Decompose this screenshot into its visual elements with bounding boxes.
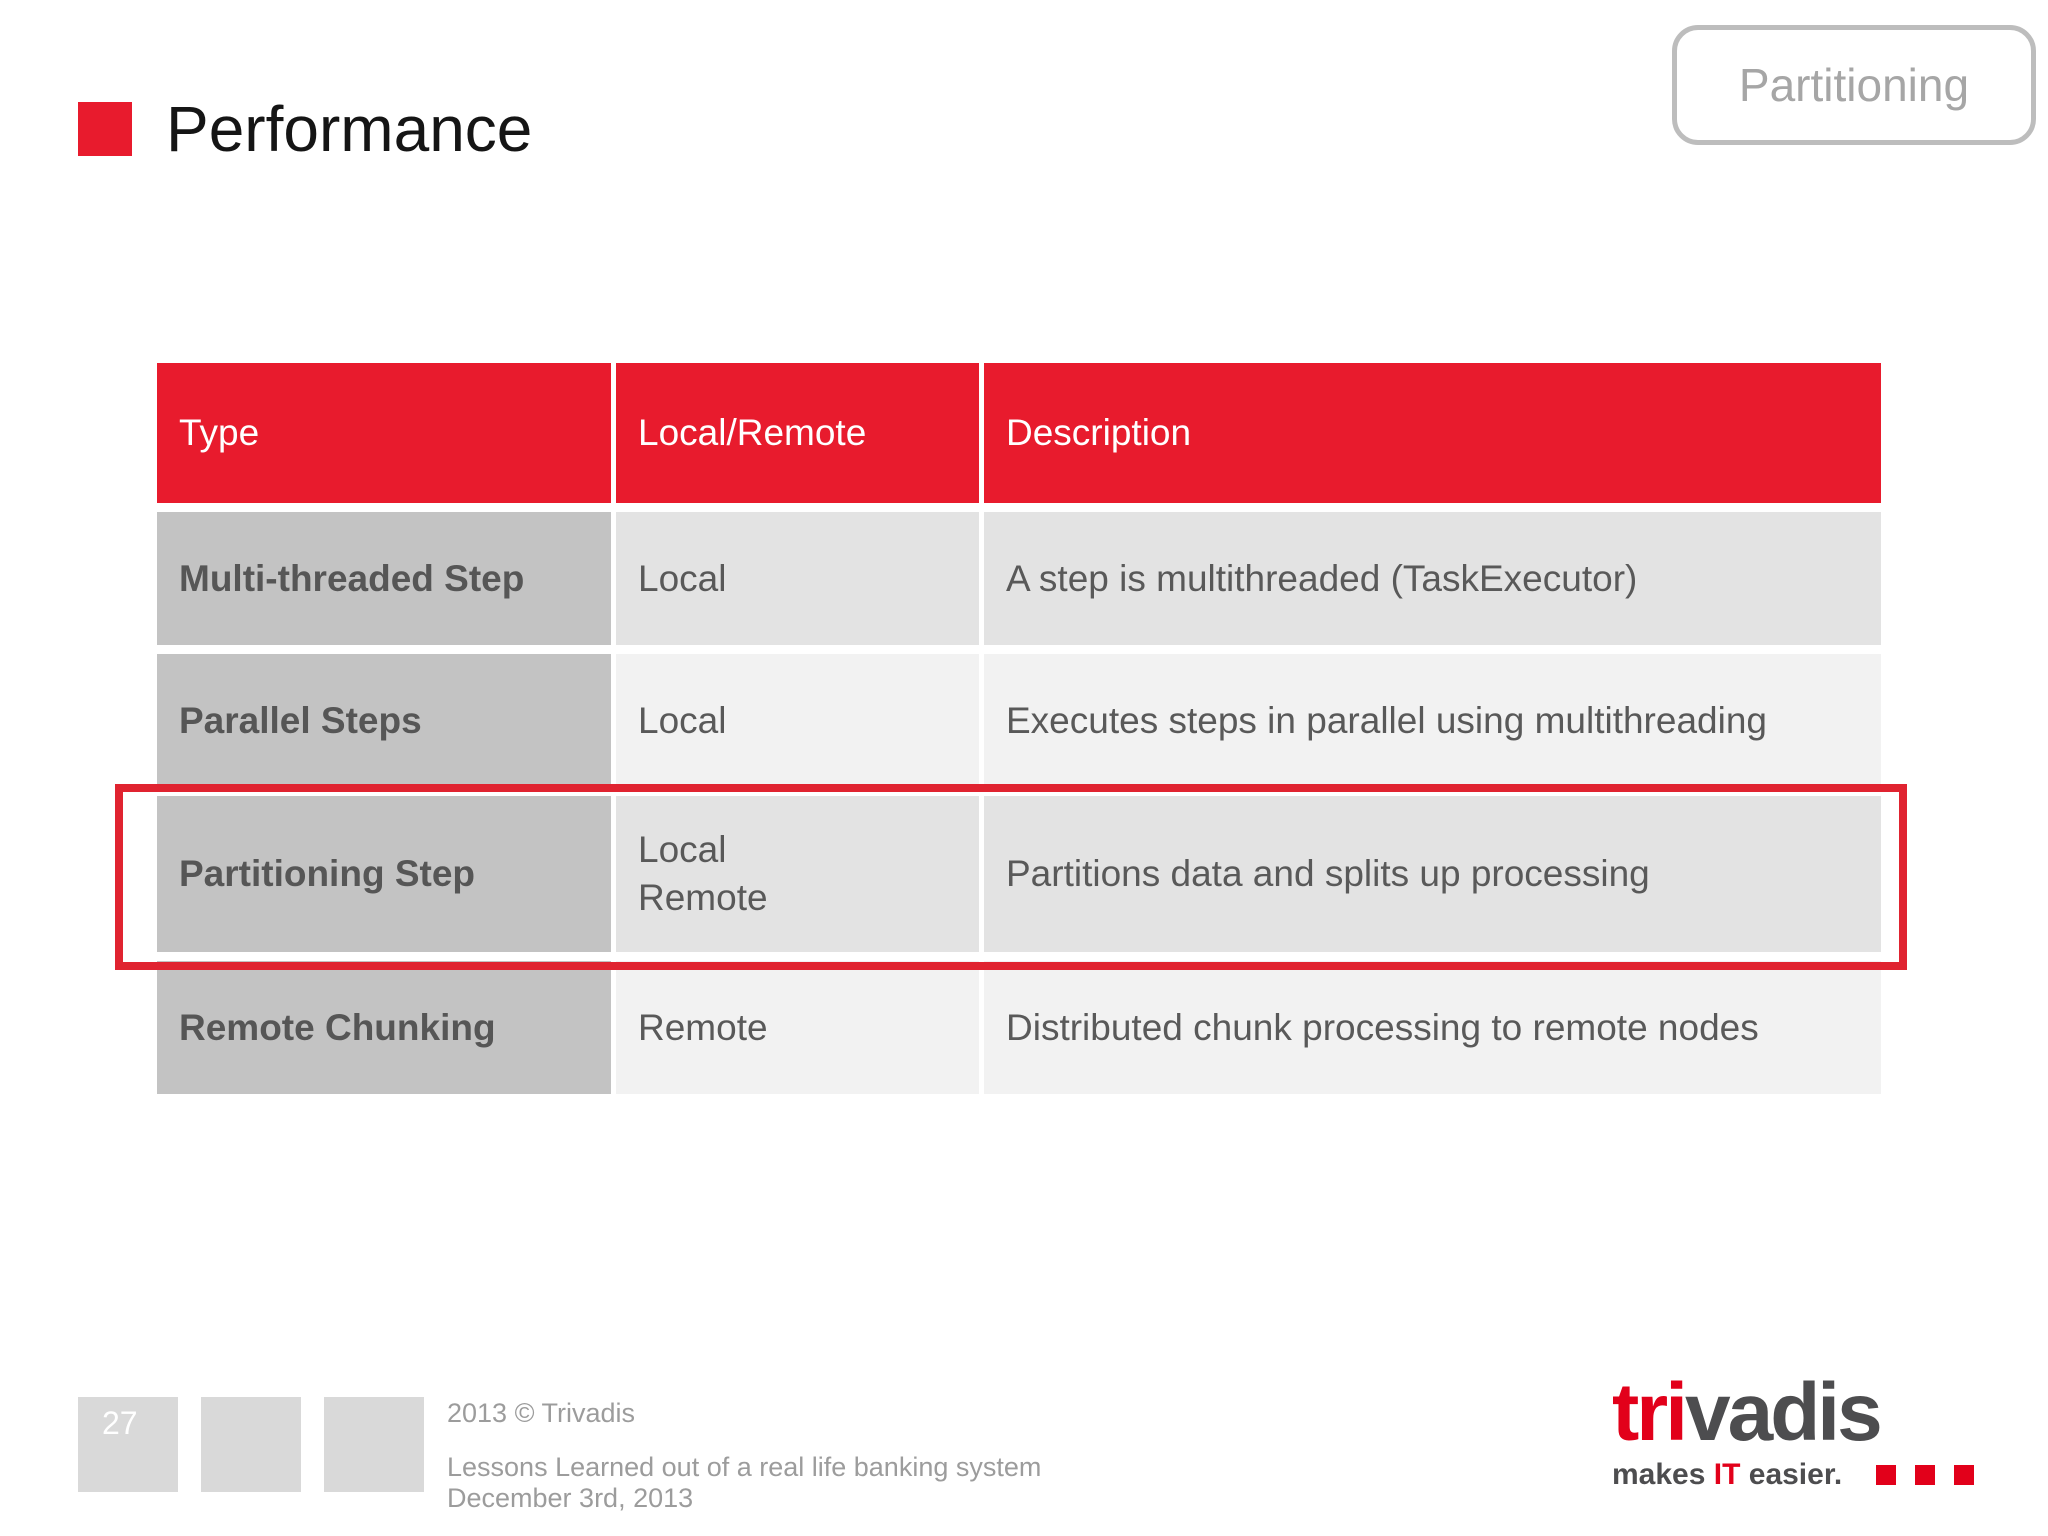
table-row-2-local-remote: Local <box>616 654 979 787</box>
footer-box-3 <box>324 1397 424 1492</box>
table-row-3-type: Partitioning Step <box>157 796 611 952</box>
trivadis-logo: trivadis makes IT easier. <box>1612 1372 1974 1492</box>
header-cell-description: Description <box>984 363 1881 503</box>
footer-subtitle-line1: Lessons Learned out of a real life banki… <box>447 1452 1042 1482</box>
table-row-3-description: Partitions data and splits up processing <box>984 796 1881 952</box>
page-number-box: 27 <box>78 1397 178 1492</box>
table-row-2-type: Parallel Steps <box>157 654 611 787</box>
page-title: Performance <box>166 93 533 165</box>
table-row-4-local-remote: Remote <box>616 961 979 1094</box>
footer-text: 2013 © Trivadis Lessons Learned out of a… <box>447 1398 1041 1514</box>
logo-tagline-row: makes IT easier. <box>1612 1458 1974 1492</box>
table-row-1-local-remote: Local <box>616 512 979 645</box>
footer-subtitle-line2: December 3rd, 2013 <box>447 1483 694 1513</box>
table-row-1-type: Multi-threaded Step <box>157 512 611 645</box>
scaling-types-table: Type Local/Remote Description Multi-thre… <box>157 363 1881 1094</box>
logo-tagline-accent: IT <box>1713 1458 1741 1491</box>
logo-tagline: makes IT easier. <box>1612 1458 1842 1492</box>
logo-dots-icon <box>1876 1465 1974 1485</box>
table-row-4-description: Distributed chunk processing to remote n… <box>984 961 1881 1094</box>
table-row-4-type: Remote Chunking <box>157 961 611 1094</box>
footer-box-2 <box>201 1397 301 1492</box>
logo-wordmark-vadis: vadis <box>1685 1367 1883 1458</box>
logo-wordmark: trivadis <box>1612 1372 1974 1454</box>
logo-dot-icon <box>1876 1465 1896 1485</box>
header-cell-local-remote: Local/Remote <box>616 363 979 503</box>
page-number: 27 <box>102 1405 138 1441</box>
logo-wordmark-tri: tri <box>1612 1367 1688 1458</box>
title-bullet-icon <box>78 102 132 156</box>
partitioning-badge: Partitioning <box>1672 25 2036 145</box>
logo-dot-icon <box>1954 1465 1974 1485</box>
title-row: Performance <box>78 92 532 166</box>
table-row-2-description: Executes steps in parallel using multith… <box>984 654 1881 787</box>
logo-tagline-post: easier. <box>1740 1458 1843 1491</box>
logo-dot-icon <box>1915 1465 1935 1485</box>
table-row-1-description: A step is multithreaded (TaskExecutor) <box>984 512 1881 645</box>
partitioning-badge-label: Partitioning <box>1738 59 1970 111</box>
logo-tagline-pre: makes <box>1612 1458 1714 1491</box>
header-cell-type: Type <box>157 363 611 503</box>
footer-copyright: 2013 © Trivadis <box>447 1398 635 1428</box>
table-row-3-local-remote: Local Remote <box>616 796 979 952</box>
